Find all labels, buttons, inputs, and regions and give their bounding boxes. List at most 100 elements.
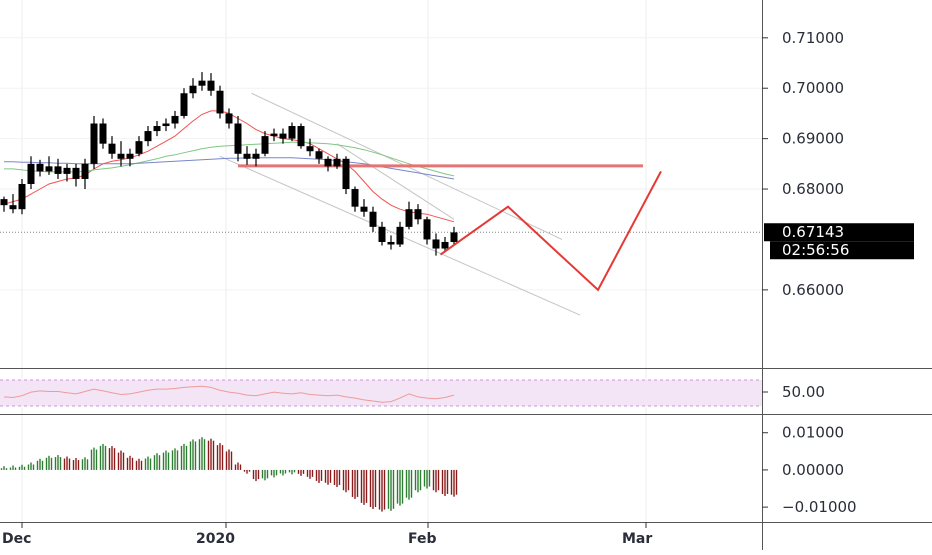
candle[interactable] — [234, 115, 242, 162]
candle[interactable] — [270, 128, 278, 142]
candle[interactable] — [369, 206, 377, 232]
candle[interactable] — [63, 163, 71, 182]
candle-body — [72, 167, 80, 179]
candle-body — [180, 93, 188, 116]
time-tick-label: Feb — [408, 531, 437, 547]
candle-body — [288, 126, 296, 139]
candle[interactable] — [180, 88, 188, 119]
candle-body — [207, 80, 215, 91]
candle[interactable] — [225, 108, 233, 129]
candle[interactable] — [198, 72, 206, 91]
candle-body — [162, 123, 170, 127]
candle-body — [360, 206, 368, 212]
candle[interactable] — [414, 204, 422, 225]
candle[interactable] — [9, 194, 17, 214]
candle[interactable] — [432, 233, 440, 256]
candle[interactable] — [315, 148, 323, 164]
candle[interactable] — [306, 138, 314, 157]
rsi-line[interactable] — [3, 385, 455, 403]
candle[interactable] — [216, 85, 224, 119]
candle-body — [333, 158, 341, 167]
candle[interactable] — [288, 122, 296, 142]
price-pane[interactable] — [0, 72, 762, 316]
candle[interactable] — [333, 153, 341, 169]
current-price-label: 0.67143 — [782, 223, 844, 241]
candle[interactable] — [261, 131, 269, 157]
candle[interactable] — [279, 128, 287, 144]
candle-body — [0, 199, 8, 206]
candle[interactable] — [90, 115, 98, 169]
candle[interactable] — [243, 146, 251, 165]
price-scale[interactable]: 0.71000 0.70000 0.69000 0.68000 0.66000 0.671… — [762, 29, 914, 299]
candle[interactable] — [360, 199, 368, 217]
candle[interactable] — [378, 221, 386, 246]
candle[interactable] — [144, 126, 152, 147]
candle-body — [396, 226, 404, 245]
candle[interactable] — [405, 201, 413, 230]
time-scale[interactable]: Dec 2020 Feb Mar — [2, 522, 652, 547]
candle-body — [432, 239, 440, 249]
candle-body — [270, 133, 278, 137]
candle[interactable] — [99, 118, 107, 149]
candle-body — [99, 123, 107, 144]
candle[interactable] — [324, 156, 332, 172]
candle-body — [18, 184, 26, 210]
projection-path[interactable] — [439, 170, 662, 292]
candle[interactable] — [27, 156, 35, 190]
candle[interactable] — [72, 163, 80, 187]
countdown-badge — [770, 241, 914, 260]
candle[interactable] — [45, 156, 53, 175]
time-tick-label: 2020 — [196, 531, 235, 547]
candle[interactable] — [81, 158, 89, 190]
candle[interactable] — [108, 136, 116, 159]
candle[interactable] — [342, 156, 350, 195]
candle[interactable] — [36, 159, 44, 177]
candle-body — [153, 126, 161, 132]
candle-body — [405, 209, 413, 227]
candle[interactable] — [252, 148, 260, 167]
candle[interactable] — [126, 148, 134, 167]
candle[interactable] — [450, 226, 458, 245]
candle-body — [216, 90, 224, 114]
rsi-pane[interactable]: 50.00 — [0, 379, 825, 407]
candle[interactable] — [153, 120, 161, 137]
candle-body — [414, 209, 422, 220]
candle[interactable] — [54, 158, 62, 179]
price-tick-label: 0.69000 — [782, 130, 844, 148]
candle-body — [378, 226, 386, 242]
candle-body — [108, 143, 116, 154]
macd-tick-label: 0.00000 — [782, 461, 844, 479]
candle[interactable] — [0, 196, 8, 212]
candle[interactable] — [297, 123, 305, 149]
candle[interactable] — [423, 216, 431, 245]
candle-body — [252, 153, 260, 159]
candle-body — [261, 136, 269, 154]
rsi-tick-label: 50.00 — [782, 383, 825, 401]
candle-body — [243, 153, 251, 159]
candle[interactable] — [387, 235, 395, 250]
candle-body — [234, 123, 242, 154]
candle-body — [441, 241, 449, 249]
candle[interactable] — [396, 221, 404, 248]
candle[interactable] — [351, 186, 359, 212]
candle-body — [54, 166, 62, 174]
channel-line[interactable] — [336, 143, 455, 220]
candle[interactable] — [135, 136, 143, 157]
candle[interactable] — [441, 236, 449, 253]
macd-pane[interactable]: 0.01000 0.00000 −0.01000 — [0, 424, 857, 516]
macd-tick-label: −0.01000 — [782, 498, 857, 516]
moving-average-line — [4, 141, 455, 177]
price-tick-label: 0.68000 — [782, 180, 844, 198]
candle[interactable] — [171, 110, 179, 129]
candle[interactable] — [162, 118, 170, 132]
candle-body — [450, 232, 458, 242]
candle[interactable] — [18, 178, 26, 215]
candle[interactable] — [117, 141, 125, 167]
candle[interactable] — [207, 73, 215, 96]
candle-body — [225, 113, 233, 124]
candle[interactable] — [189, 78, 197, 99]
candle-body — [351, 189, 359, 207]
